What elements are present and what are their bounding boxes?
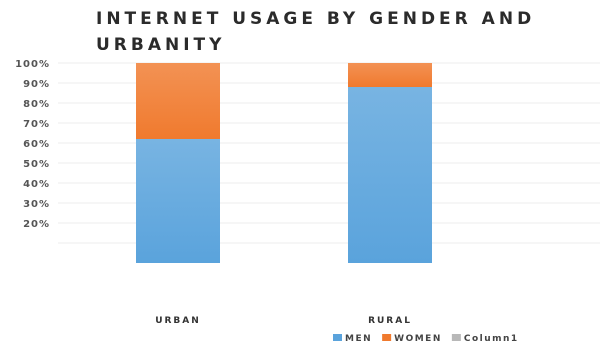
legend-label-women: WOMEN <box>394 334 442 344</box>
legend-swatch-column1 <box>451 334 461 341</box>
y-tick-label: 60% <box>23 139 50 150</box>
y-tick-label: 90% <box>23 79 50 90</box>
y-tick-label: 30% <box>23 199 50 210</box>
y-tick-label: 40% <box>23 179 50 190</box>
legend-swatch-men <box>333 334 342 341</box>
y-tick-label: 100% <box>15 59 50 70</box>
bar-women-urban <box>136 63 220 139</box>
legend-swatch-women <box>382 334 392 341</box>
legend-label-column1: Column1 <box>464 334 519 344</box>
x-category-label: RURAL <box>368 316 412 326</box>
y-tick-label: 20% <box>23 219 50 230</box>
x-category-label: URBAN <box>155 316 201 326</box>
y-tick-label: 80% <box>23 99 50 110</box>
y-tick-label: 70% <box>23 119 50 130</box>
bar-men-rural <box>348 87 432 263</box>
bar-women-rural <box>348 63 432 87</box>
legend-label-men: MEN <box>345 334 372 344</box>
y-tick-label: 50% <box>23 159 50 170</box>
bar-men-urban <box>136 139 220 263</box>
chart-title: INTERNET USAGE BY GENDER AND URBANITY <box>96 9 536 55</box>
